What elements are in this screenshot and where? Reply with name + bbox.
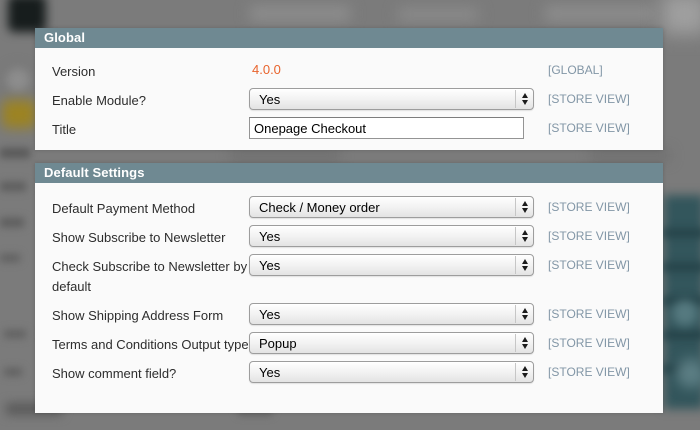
field-control-slot	[249, 117, 534, 139]
blurred-teal-row	[664, 330, 700, 340]
blurred-top-tab	[250, 6, 350, 21]
dropdown-arrows-icon	[515, 227, 528, 245]
scope-label: [STORE VIEW]	[548, 200, 630, 214]
dropdown-arrows-icon	[515, 305, 528, 323]
section-global-body: Version 4.0.0 [GLOBAL] Enable Module? Ye…	[35, 48, 663, 140]
blurred-top-tab	[398, 8, 478, 21]
field-label: Terms and Conditions Output type	[52, 337, 249, 352]
field-label: Enable Module?	[52, 93, 146, 108]
blurred-left-text	[4, 368, 22, 376]
field-label: Show comment field?	[52, 366, 177, 381]
section-global: Global Version 4.0.0 [GLOBAL] Enable Mod…	[35, 28, 663, 150]
field-control-slot: Yes	[249, 361, 534, 383]
field-control-slot: 4.0.0	[249, 59, 534, 81]
field-control-slot: Yes	[249, 88, 534, 110]
blurred-left-text	[4, 330, 26, 338]
config-row: Default Payment Method Check / Money ord…	[52, 196, 647, 219]
scope-label: [STORE VIEW]	[548, 229, 630, 243]
select-show-subscribe-to-newsletter[interactable]: Yes	[249, 225, 534, 247]
blurred-top-tab	[545, 6, 655, 21]
selected-option-label: Popup	[259, 335, 297, 351]
config-row: Enable Module? Yes [STORE VIEW]	[52, 88, 647, 111]
field-label: Check Subscribe to Newsletter by default	[52, 259, 248, 294]
select-show-comment-field[interactable]: Yes	[249, 361, 534, 383]
blurred-dark-button	[8, 0, 46, 32]
config-row: Show Subscribe to Newsletter Yes [STORE …	[52, 225, 647, 248]
blurred-left-text	[0, 218, 24, 227]
selected-option-label: Yes	[259, 91, 281, 107]
field-label: Show Subscribe to Newsletter	[52, 230, 226, 245]
select-enable-module[interactable]: Yes	[249, 88, 534, 110]
scope-label: [STORE VIEW]	[548, 92, 630, 106]
input-title[interactable]	[249, 117, 524, 139]
config-row: Title [STORE VIEW]	[52, 117, 647, 140]
blurred-left-text	[0, 148, 30, 158]
dropdown-arrows-icon	[515, 90, 528, 108]
blurred-teal-circle	[672, 300, 698, 326]
config-row: Show comment field? Yes [STORE VIEW]	[52, 361, 647, 384]
field-control-slot: Yes	[249, 225, 534, 247]
scope-label: [STORE VIEW]	[548, 121, 630, 135]
dropdown-arrows-icon	[515, 198, 528, 216]
selected-option-label: Yes	[259, 228, 281, 244]
selected-option-label: Check / Money order	[259, 199, 380, 215]
field-label: Default Payment Method	[52, 201, 196, 216]
dropdown-arrows-icon	[515, 256, 528, 274]
section-default-settings-header: Default Settings	[35, 163, 663, 183]
field-control-slot: Popup	[249, 332, 534, 354]
blurred-left-circle	[2, 64, 34, 96]
blurred-left-text	[0, 182, 26, 191]
scope-label: [GLOBAL]	[548, 63, 603, 77]
blurred-gap-smudge	[590, 150, 670, 161]
section-global-header: Global	[35, 28, 663, 48]
select-terms-and-conditions-output-type[interactable]: Popup	[249, 332, 534, 354]
blurred-teal-row	[664, 262, 700, 272]
version-value: 4.0.0	[252, 62, 281, 77]
blurred-teal-row	[664, 228, 700, 238]
selected-option-label: Yes	[259, 257, 281, 273]
section-default-settings: Default Settings Default Payment Method …	[35, 163, 663, 413]
blurred-yellow-badge	[2, 100, 36, 128]
selected-option-label: Yes	[259, 364, 281, 380]
select-default-payment-method[interactable]: Check / Money order	[249, 196, 534, 218]
select-show-shipping-address-form[interactable]: Yes	[249, 303, 534, 325]
field-control-slot: Yes	[249, 303, 534, 325]
scope-label: [STORE VIEW]	[548, 365, 630, 379]
section-title: Default Settings	[44, 165, 145, 180]
blurred-left-text	[0, 254, 20, 262]
blurred-top-right-block	[662, 0, 700, 34]
field-label: Title	[52, 122, 77, 137]
section-default-settings-body: Default Payment Method Check / Money ord…	[35, 183, 663, 384]
dropdown-arrows-icon	[515, 363, 528, 381]
field-control-slot: Yes	[249, 254, 534, 276]
field-label: Show Shipping Address Form	[52, 308, 224, 323]
config-row: Show Shipping Address Form Yes [STORE VI…	[52, 303, 647, 326]
config-row: Check Subscribe to Newsletter by default…	[52, 254, 647, 297]
config-row: Terms and Conditions Output type Popup […	[52, 332, 647, 355]
blurred-gap-smudge	[230, 150, 340, 161]
blurred-teal-circle	[676, 358, 700, 388]
scope-label: [STORE VIEW]	[548, 258, 630, 272]
config-row: Version 4.0.0 [GLOBAL]	[52, 59, 647, 82]
field-label: Version	[52, 64, 96, 79]
section-title: Global	[44, 30, 86, 45]
field-control-slot: Check / Money order	[249, 196, 534, 218]
scope-label: [STORE VIEW]	[548, 307, 630, 321]
select-check-subscribe-to-newsletter-by-default[interactable]: Yes	[249, 254, 534, 276]
dropdown-arrows-icon	[515, 334, 528, 352]
scope-label: [STORE VIEW]	[548, 336, 630, 350]
selected-option-label: Yes	[259, 306, 281, 322]
